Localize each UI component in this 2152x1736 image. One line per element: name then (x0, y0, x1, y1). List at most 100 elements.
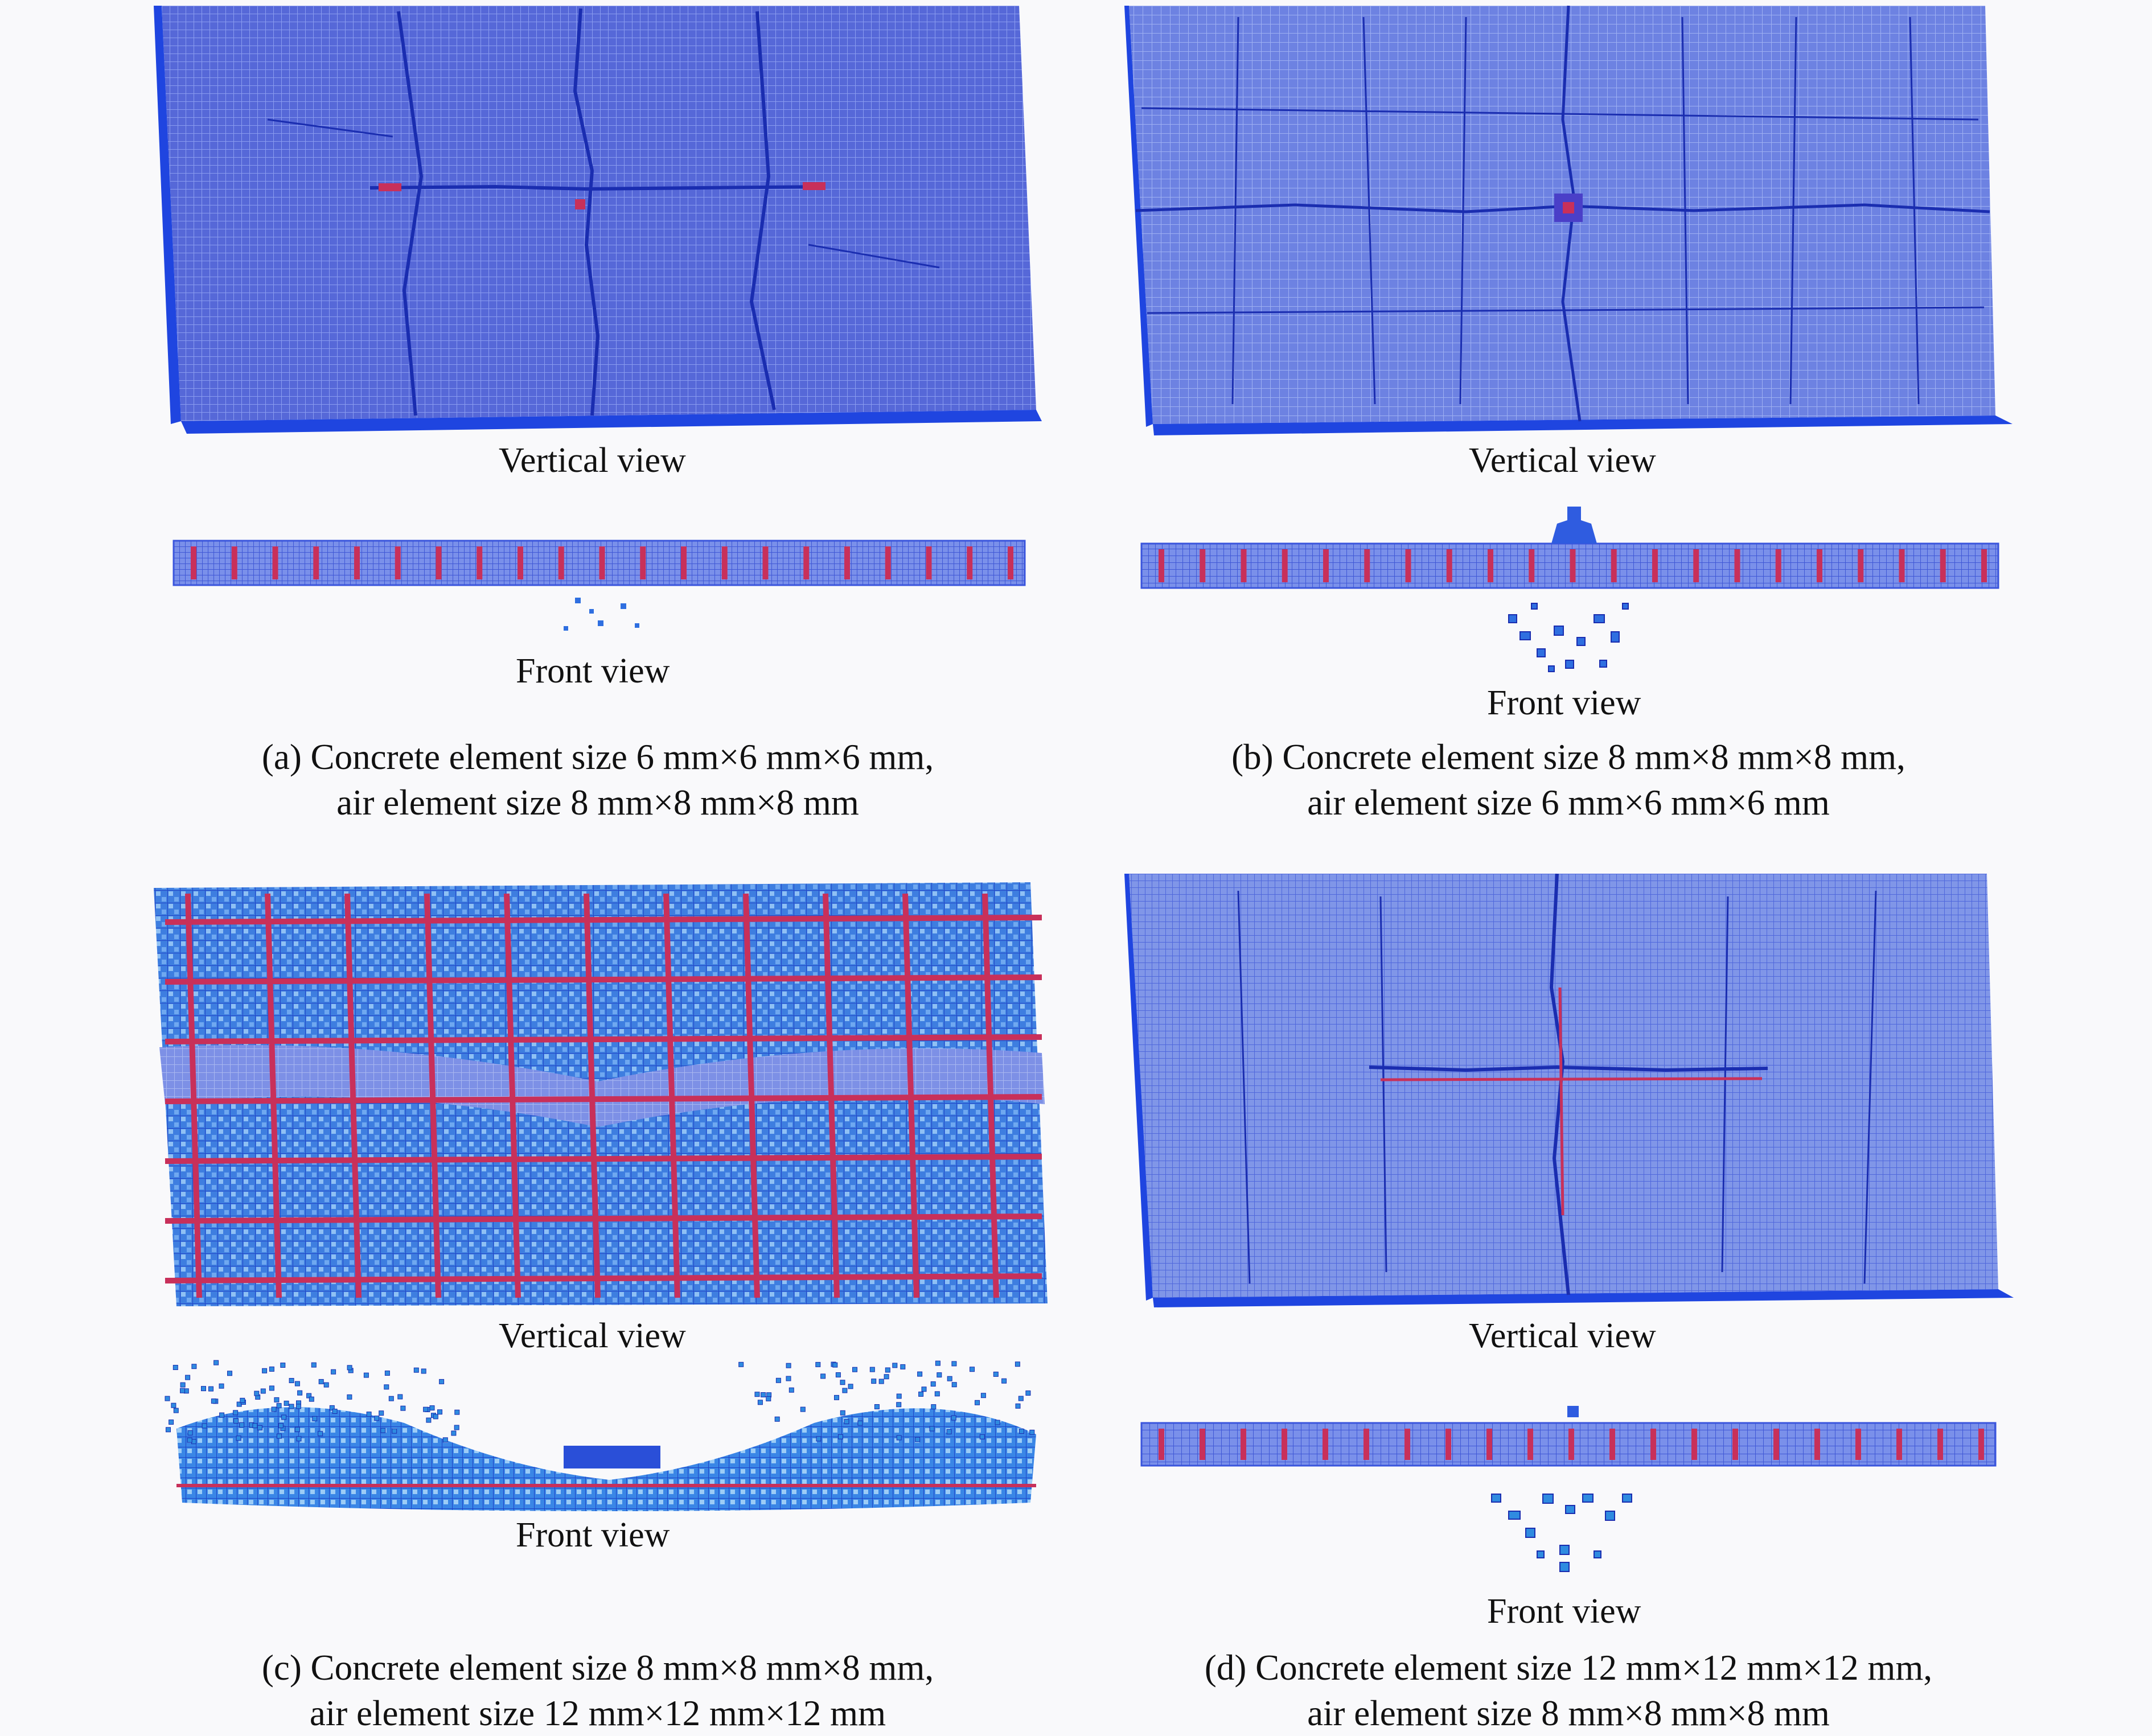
debris-particle (884, 1374, 889, 1380)
rebar-marker (1940, 549, 1946, 582)
panel-b-front-view-mesh (1140, 507, 1999, 589)
crack-line (165, 1273, 1042, 1284)
debris-particle (280, 1363, 286, 1368)
debris-particle (165, 1396, 170, 1401)
debris-particle (380, 1428, 386, 1433)
panel-d-front-debris (1491, 1494, 1632, 1572)
rebar-marker (599, 546, 605, 579)
debris-particle (439, 1379, 445, 1384)
debris-particle (191, 1439, 196, 1445)
debris-particle (423, 1406, 429, 1412)
debris-particle (276, 1403, 282, 1409)
debris-particle (180, 1388, 185, 1393)
rebar-marker (1200, 549, 1206, 582)
rebar-marker (1159, 549, 1164, 582)
rebar-marker (721, 546, 728, 579)
rebar-marker (926, 546, 932, 579)
panel-a-front-debris (564, 598, 639, 631)
rebar-marker (1817, 549, 1822, 582)
debris-particle (1025, 1391, 1031, 1396)
debris-particle (306, 1393, 312, 1398)
rebar-marker (1364, 549, 1370, 582)
crack-line (584, 893, 601, 1298)
debris-particle (951, 1415, 956, 1421)
debris-particle (269, 1366, 274, 1372)
rebar-marker (1159, 1429, 1164, 1460)
debris-particle (442, 1437, 448, 1443)
debris-particle (269, 1385, 274, 1391)
rebar-marker (1899, 549, 1905, 582)
rebar-marker (1652, 549, 1658, 582)
debris-particle (413, 1367, 419, 1373)
debris-particle (788, 1387, 794, 1393)
rebar-marker (1611, 549, 1617, 582)
rebar-marker (272, 546, 278, 579)
debris-particle (970, 1367, 975, 1372)
debris-particle (211, 1398, 216, 1404)
crack-line (165, 1154, 1042, 1164)
debris-particle (975, 1400, 980, 1405)
debris-particle (281, 1414, 287, 1420)
debris-particle (208, 1386, 213, 1392)
panel-c-front-view-label: Front view (516, 1516, 670, 1554)
panel-c-caption-line1: (c) Concrete element size 8 mm×8 mm×8 mm… (261, 1648, 934, 1688)
panel-a-caption-line1: (a) Concrete element size 6 mm×6 mm×6 mm… (261, 737, 934, 777)
debris-particle (227, 1371, 232, 1376)
crack-line (185, 893, 202, 1298)
rebar-marker (1008, 546, 1013, 579)
panel-a-vertical-view-label: Vertical view (499, 441, 686, 480)
debris-particle (297, 1390, 303, 1396)
rebar-marker (681, 546, 687, 579)
debris-particle (384, 1384, 389, 1390)
debris-particle (820, 1373, 826, 1379)
debris-particle (201, 1386, 206, 1392)
panel-d-caption-line1: (d) Concrete element size 12 mm×12 mm×12… (1204, 1648, 1933, 1688)
debris-particle (323, 1382, 329, 1388)
panel-b-vertical-view-label: Vertical view (1469, 441, 1656, 480)
debris-particle (815, 1361, 821, 1367)
debris-particle (766, 1396, 771, 1401)
panel-c-caption: (c) Concrete element size 8 mm×8 mm×8 mm… (114, 1645, 1082, 1736)
debris-particle (1015, 1403, 1021, 1409)
debris-particle (754, 1392, 760, 1397)
rebar-marker (1529, 549, 1535, 582)
debris-particle (271, 1406, 277, 1412)
debris-particle (318, 1379, 324, 1384)
debris-particle (852, 1367, 857, 1372)
debris-particle (173, 1365, 178, 1370)
debris-particle (816, 1436, 822, 1442)
debris-particle (379, 1410, 384, 1416)
rebar-marker (231, 546, 237, 579)
debris-particle (233, 1410, 239, 1416)
debris-particle (834, 1394, 839, 1400)
rebar-marker (1282, 1429, 1287, 1460)
debris-particle (332, 1409, 338, 1414)
debris-particle (844, 1419, 849, 1425)
debris-particle (294, 1381, 300, 1387)
debris-particle (185, 1375, 191, 1380)
debris-particle (274, 1397, 280, 1402)
debris-particle (840, 1410, 845, 1416)
debris-particle (257, 1425, 262, 1430)
debris-particle (915, 1437, 921, 1442)
rebar-marker (1323, 549, 1329, 582)
debris-particle (219, 1383, 224, 1389)
debris-particle (896, 1435, 902, 1441)
panel-a-front-view-mesh (173, 540, 1026, 586)
debris-particle (252, 1423, 258, 1429)
rebar-marker (803, 546, 810, 579)
rebar-marker (1446, 549, 1452, 582)
crack-line (344, 893, 362, 1298)
panel-a-caption-line2: air element size 8 mm×8 mm×8 mm (336, 783, 859, 822)
debris-particle (837, 1434, 843, 1439)
panel-d-caption-line2: air element size 8 mm×8 mm×8 mm (1307, 1693, 1830, 1733)
crack-line (165, 1213, 1042, 1224)
debris-particle (835, 1372, 841, 1377)
debris-particle (454, 1409, 460, 1415)
debris-particle (254, 1391, 260, 1396)
debris-particle (392, 1428, 397, 1434)
rebar-marker (1814, 1429, 1820, 1460)
rebar-marker (1404, 1429, 1410, 1460)
debris-particle (312, 1416, 318, 1421)
rebar-marker (1858, 549, 1864, 582)
